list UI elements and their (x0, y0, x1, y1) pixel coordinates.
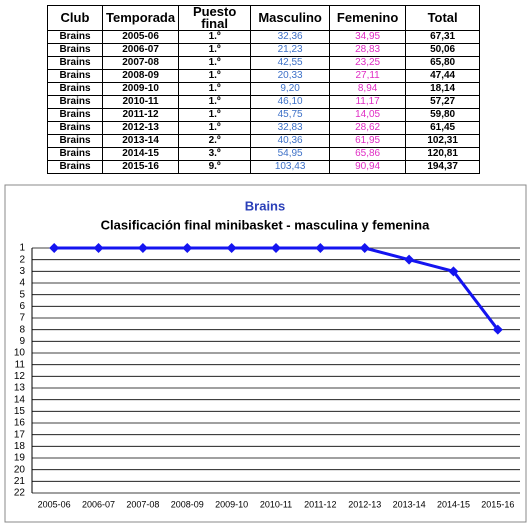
y-tick-label: 12 (14, 371, 26, 382)
y-tick-label: 18 (14, 441, 26, 452)
table-row: Brains 2014-15 3.º 54,95 65,86 120,81 (47, 147, 481, 161)
data-line (54, 246, 500, 331)
y-tick-label: 21 (14, 476, 26, 487)
table-cell: 194,37 (405, 160, 481, 174)
y-tick-label: 16 (14, 418, 26, 429)
table-cell: 2015-16 (101, 160, 180, 174)
x-tick-label: 2008-09 (171, 499, 204, 509)
x-tick-label: 2014-15 (437, 499, 470, 509)
data-point (182, 243, 193, 253)
x-tick-label: 2009-10 (215, 499, 248, 509)
y-tick-label: 6 (19, 301, 25, 312)
chart-frame (4, 184, 527, 523)
chart-subtitle: Clasificación final minibasket - masculi… (101, 217, 430, 232)
table-row: Brains 2011-12 1.º 45,75 14,05 59,80 (47, 108, 481, 122)
data-point (359, 243, 370, 253)
data-point (492, 324, 503, 335)
y-tick-label: 1 (19, 243, 25, 254)
x-tick-label: 2005-06 (38, 499, 71, 509)
data-point (315, 243, 326, 253)
x-tick-label: 2013-14 (393, 499, 426, 509)
y-tick-label: 3 (19, 266, 25, 277)
x-tick-label: 2015-16 (481, 499, 514, 509)
data-point (271, 243, 281, 253)
table-row: Brains 2012-13 1.º 32,83 28,62 61,45 (47, 121, 481, 135)
table-row: Brains 2006-07 1.º 21,23 28,83 50,06 (47, 43, 481, 57)
data-table: Club Temporada Puesto final Masculino Femeni… (47, 5, 481, 174)
y-tick-label: 15 (14, 406, 26, 417)
y-tick-label: 7 (19, 313, 25, 324)
y-tick-label: 14 (14, 394, 26, 405)
y-tick-label: 4 (19, 278, 25, 289)
y-tick-label: 2 (19, 254, 25, 265)
data-point (404, 254, 415, 265)
y-tick-label: 11 (15, 359, 26, 370)
y-tick-label: 9 (19, 336, 25, 347)
y-tick-label: 22 (14, 488, 26, 499)
header-cell: Temporada (101, 5, 180, 31)
data-point (226, 243, 237, 253)
table-row: Brains 2009-10 1.º 9,20 8,94 18,14 (47, 82, 481, 96)
data-point (137, 243, 148, 253)
y-tick-label: 5 (19, 289, 25, 300)
table-row: Brains 2007-08 1.º 42,55 23,25 65,80 (47, 56, 481, 70)
y-tick-label: 20 (14, 464, 26, 475)
y-tick-label: 10 (14, 348, 26, 359)
header-cell: Masculino (250, 5, 331, 31)
x-tick-label: 2006-07 (82, 499, 115, 509)
table-cell: 90,94 (329, 160, 407, 174)
table-row: Brains 2015-16 9.º 103,43 90,94 194,37 (47, 160, 481, 174)
x-tick-label: 2012-13 (348, 499, 381, 509)
data-point (93, 243, 104, 253)
table-row: Brains 2005-06 1.º 32,36 34,95 67,31 (47, 30, 481, 44)
x-tick-label: 2007-08 (126, 499, 159, 509)
table-row: Brains 2008-09 1.º 20,33 27,11 47,44 (47, 69, 481, 83)
y-tick-label: 8 (19, 324, 25, 335)
header-row: Club Temporada Puesto final Masculino Femeni… (47, 5, 481, 31)
x-tick-label: 2010-11 (260, 499, 292, 509)
chart-title: Brains (245, 198, 285, 213)
y-tick-label: 19 (14, 453, 26, 464)
header-cell: Club (47, 5, 103, 31)
x-tick-label: 2011-12 (304, 499, 336, 509)
table-cell: 103,43 (250, 160, 331, 174)
data-point (49, 243, 60, 253)
y-tick-label: 17 (14, 429, 26, 440)
y-tick-label: 13 (14, 383, 26, 394)
data-point (448, 266, 459, 277)
